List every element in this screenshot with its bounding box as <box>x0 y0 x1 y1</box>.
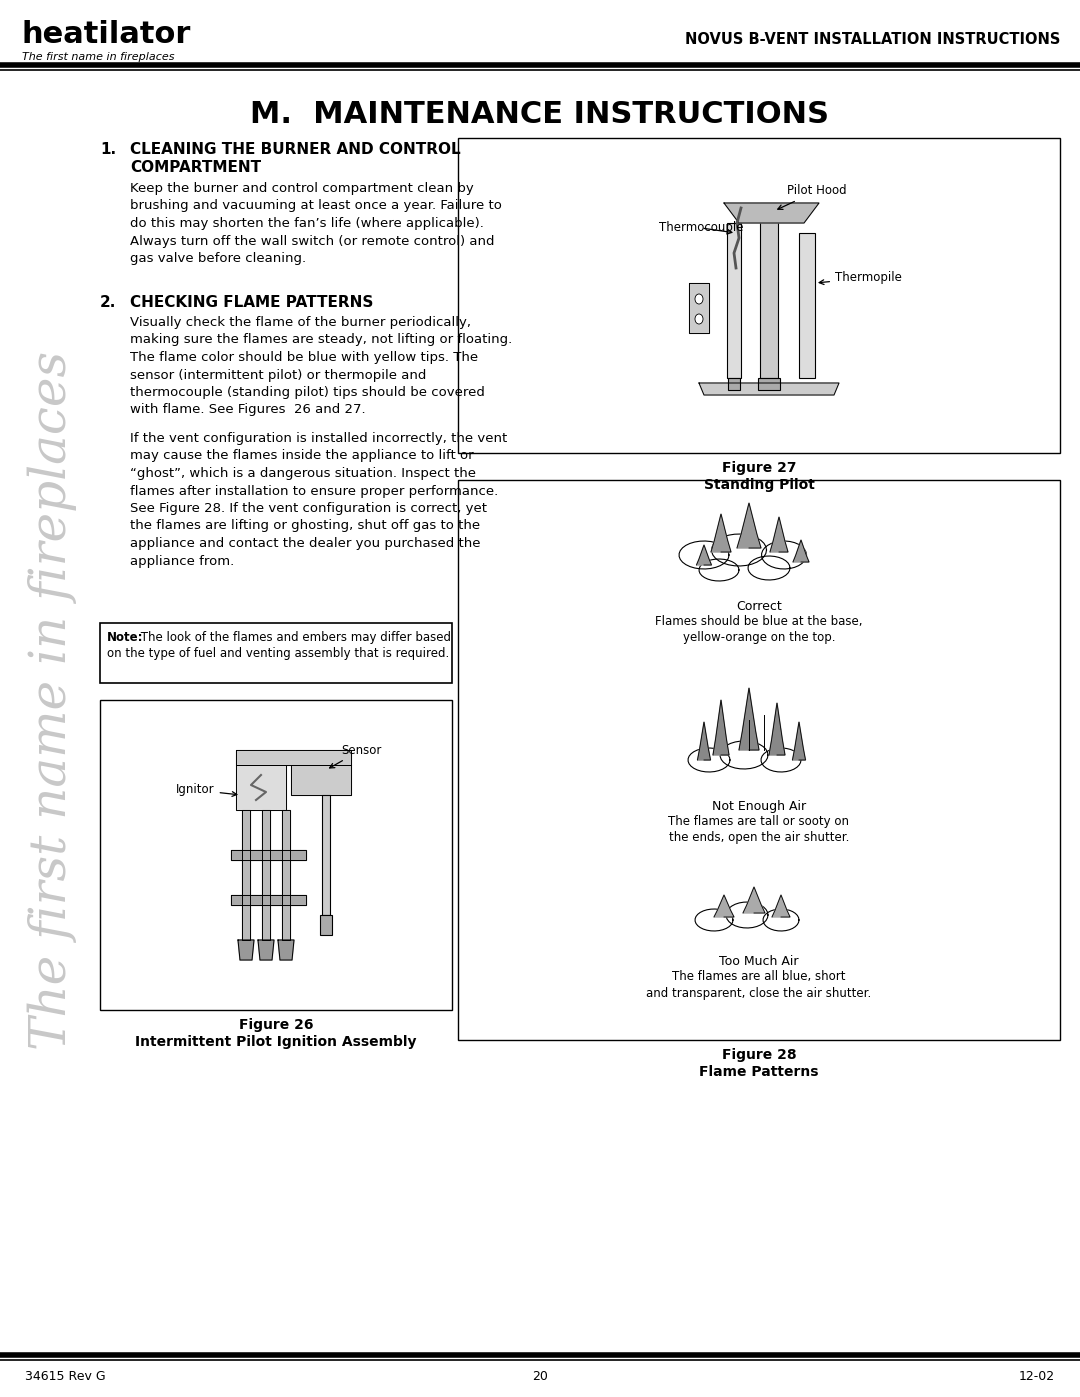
Polygon shape <box>242 810 249 940</box>
Text: The first name in fireplaces: The first name in fireplaces <box>27 351 77 1049</box>
Polygon shape <box>737 503 761 548</box>
Polygon shape <box>237 750 351 766</box>
Polygon shape <box>713 700 729 754</box>
Polygon shape <box>711 514 731 552</box>
Polygon shape <box>712 534 767 566</box>
Polygon shape <box>238 940 254 960</box>
Text: on the type of fuel and venting assembly that is required.: on the type of fuel and venting assembly… <box>107 647 449 659</box>
Text: Intermittent Pilot Ignition Assembly: Intermittent Pilot Ignition Assembly <box>135 1035 417 1049</box>
Polygon shape <box>697 545 712 564</box>
Polygon shape <box>258 940 274 960</box>
Polygon shape <box>739 687 759 750</box>
Ellipse shape <box>696 314 703 324</box>
Polygon shape <box>726 902 768 928</box>
Bar <box>322 795 330 915</box>
Bar <box>727 224 741 379</box>
Bar <box>799 233 815 379</box>
Text: Thermopile: Thermopile <box>819 271 902 285</box>
Polygon shape <box>761 541 807 569</box>
Text: 34615 Rev G: 34615 Rev G <box>25 1370 106 1383</box>
Polygon shape <box>724 203 819 224</box>
Polygon shape <box>262 810 270 940</box>
Polygon shape <box>237 766 286 810</box>
Polygon shape <box>761 747 801 773</box>
Polygon shape <box>772 895 789 916</box>
Polygon shape <box>769 703 785 754</box>
Polygon shape <box>278 940 294 960</box>
Text: Flame Patterns: Flame Patterns <box>699 1065 819 1078</box>
Bar <box>458 481 1059 1039</box>
Bar <box>100 700 453 1010</box>
Polygon shape <box>770 517 788 552</box>
Text: The flames are all blue, short
and transparent, close the air shutter.: The flames are all blue, short and trans… <box>646 970 872 999</box>
Text: The look of the flames and embers may differ based: The look of the flames and embers may di… <box>137 631 451 644</box>
Text: Sensor: Sensor <box>329 743 381 768</box>
Polygon shape <box>764 909 799 930</box>
Polygon shape <box>679 541 729 569</box>
Polygon shape <box>793 541 809 562</box>
Polygon shape <box>699 559 739 581</box>
Text: Keep the burner and control compartment clean by
brushing and vacuuming at least: Keep the burner and control compartment … <box>130 182 502 265</box>
Text: 2.: 2. <box>100 295 117 310</box>
Polygon shape <box>698 722 711 760</box>
Text: Thermocouple: Thermocouple <box>659 222 743 235</box>
Text: 12-02: 12-02 <box>1018 1370 1055 1383</box>
Polygon shape <box>282 810 291 940</box>
Text: If the vent configuration is installed incorrectly, the vent
may cause the flame: If the vent configuration is installed i… <box>130 432 508 567</box>
Text: 20: 20 <box>532 1370 548 1383</box>
Text: Standing Pilot: Standing Pilot <box>703 478 814 492</box>
Text: Note:: Note: <box>107 631 144 644</box>
Polygon shape <box>696 909 733 930</box>
Bar <box>760 203 778 379</box>
Text: NOVUS B-VENT INSTALLATION INSTRUCTIONS: NOVUS B-VENT INSTALLATION INSTRUCTIONS <box>685 32 1059 47</box>
Text: 1.: 1. <box>100 142 117 156</box>
Polygon shape <box>793 722 806 760</box>
Text: Ignitor: Ignitor <box>176 784 237 796</box>
Polygon shape <box>291 766 351 795</box>
Text: Visually check the flame of the burner periodically,
making sure the flames are : Visually check the flame of the burner p… <box>130 316 512 416</box>
Text: heatilator: heatilator <box>22 20 191 49</box>
Polygon shape <box>720 740 768 768</box>
Bar <box>758 379 780 390</box>
Bar <box>728 379 740 390</box>
Polygon shape <box>231 895 306 905</box>
Text: Not Enough Air: Not Enough Air <box>712 800 806 813</box>
Bar <box>100 623 453 683</box>
Text: Figure 26: Figure 26 <box>239 1018 313 1032</box>
Bar <box>458 138 1059 453</box>
Polygon shape <box>688 747 730 773</box>
Text: Figure 28: Figure 28 <box>721 1048 796 1062</box>
Polygon shape <box>748 556 789 580</box>
Polygon shape <box>714 895 734 916</box>
Text: Correct: Correct <box>737 599 782 613</box>
Polygon shape <box>689 284 708 332</box>
Text: Too Much Air: Too Much Air <box>719 956 799 968</box>
Polygon shape <box>743 887 765 914</box>
Polygon shape <box>231 849 306 861</box>
Text: The first name in fireplaces: The first name in fireplaces <box>22 52 175 61</box>
Text: CLEANING THE BURNER AND CONTROL: CLEANING THE BURNER AND CONTROL <box>130 142 461 156</box>
Text: M.  MAINTENANCE INSTRUCTIONS: M. MAINTENANCE INSTRUCTIONS <box>251 101 829 129</box>
Bar <box>320 915 332 935</box>
Text: The flames are tall or sooty on
the ends, open the air shutter.: The flames are tall or sooty on the ends… <box>669 814 850 845</box>
Text: Figure 27: Figure 27 <box>721 461 796 475</box>
Polygon shape <box>699 383 839 395</box>
Text: Pilot Hood: Pilot Hood <box>778 184 847 210</box>
Ellipse shape <box>696 293 703 305</box>
Text: CHECKING FLAME PATTERNS: CHECKING FLAME PATTERNS <box>130 295 374 310</box>
Text: Flames should be blue at the base,
yellow-orange on the top.: Flames should be blue at the base, yello… <box>656 615 863 644</box>
Text: COMPARTMENT: COMPARTMENT <box>130 161 261 175</box>
